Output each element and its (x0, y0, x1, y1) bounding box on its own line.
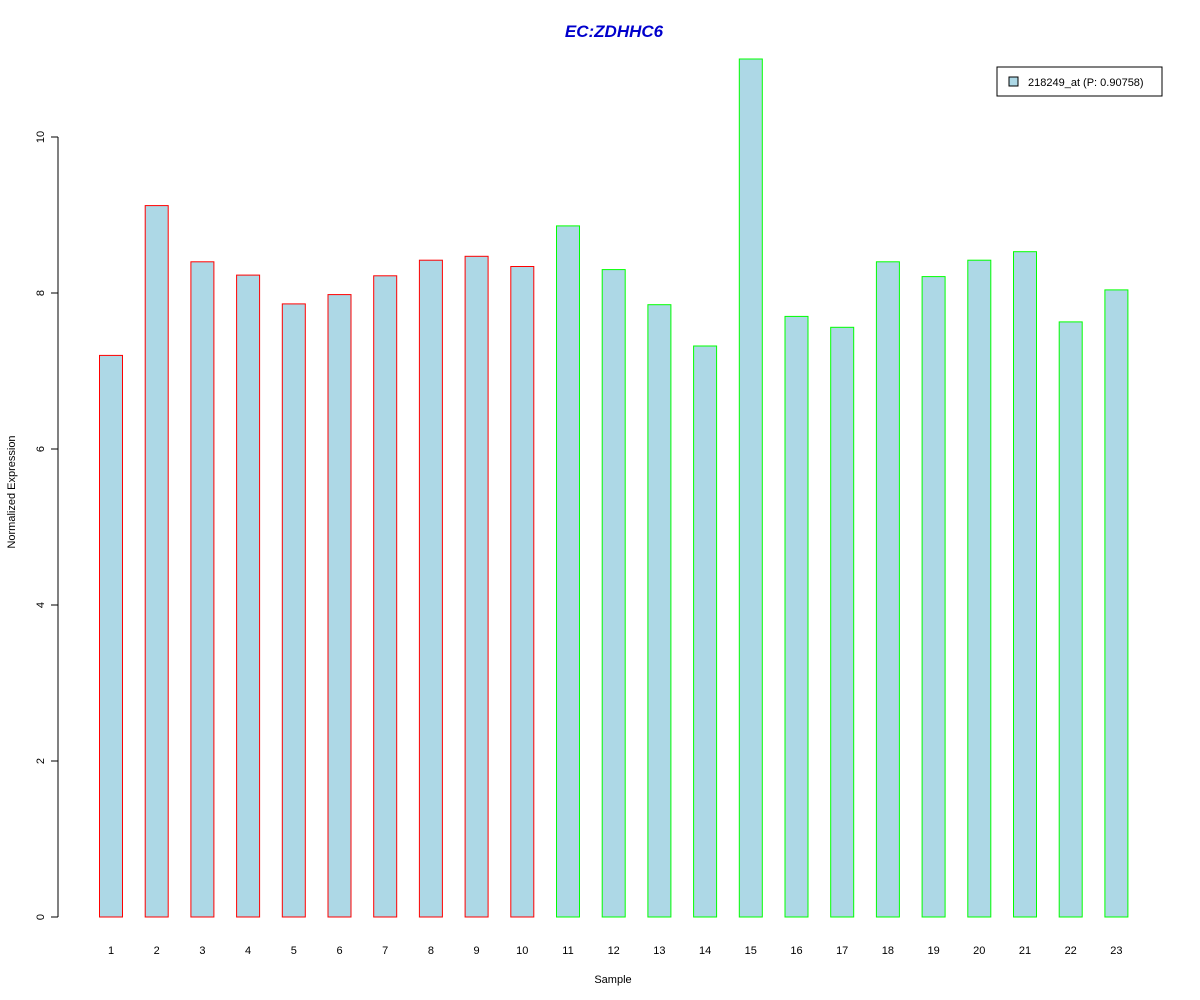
bar-sample-11 (556, 225, 580, 918)
bar-sample-14 (693, 345, 718, 918)
y-axis-label: Normalized Expression (6, 435, 18, 548)
x-tick-label: 7 (382, 945, 388, 957)
x-tick-label: 2 (154, 945, 160, 957)
x-tick-label: 21 (1019, 945, 1031, 957)
bar-sample-22 (1058, 321, 1083, 918)
y-tick-label: 10 (35, 131, 47, 143)
x-tick-label: 6 (336, 945, 342, 957)
bar-sample-18 (875, 261, 900, 918)
x-axis-label: Sample (594, 974, 631, 986)
bar-sample-9 (464, 255, 489, 918)
bar-sample-10 (510, 266, 535, 918)
legend-swatch (1008, 76, 1019, 87)
bar-sample-23 (1104, 289, 1129, 918)
x-tick-label: 17 (836, 945, 848, 957)
x-tick-label: 16 (790, 945, 802, 957)
bar-sample-7 (373, 275, 398, 918)
x-tick-label: 20 (973, 945, 985, 957)
bar-sample-16 (784, 315, 809, 918)
x-tick-label: 8 (428, 945, 434, 957)
y-tick-label: 4 (35, 602, 47, 608)
bar-sample-3 (190, 261, 215, 918)
bar-sample-19 (921, 276, 946, 918)
x-tick-label: 13 (653, 945, 665, 957)
bar-sample-21 (1013, 251, 1037, 918)
legend-label: 218249_at (P: 0.90758) (1028, 77, 1144, 89)
bar-sample-2 (144, 205, 169, 918)
x-tick-label: 22 (1065, 945, 1077, 957)
bar-sample-12 (601, 269, 626, 918)
x-tick-label: 14 (699, 945, 711, 957)
x-tick-label: 23 (1110, 945, 1122, 957)
bar-sample-1 (99, 354, 123, 918)
bar-sample-17 (830, 326, 855, 918)
x-tick-label: 9 (474, 945, 480, 957)
bars (99, 58, 1129, 918)
bar-sample-8 (418, 259, 443, 918)
x-tick-label: 5 (291, 945, 297, 957)
y-axis: 0 2 4 6 8 10 (35, 131, 59, 920)
legend-box (996, 66, 1163, 97)
bar-sample-5 (281, 303, 306, 918)
x-tick-label: 15 (745, 945, 757, 957)
y-tick-label: 0 (35, 914, 47, 920)
x-tick-labels: 1 2 3 4 5 6 7 8 9 10 11 12 13 14 15 16 17 18 19 20 21 22 23 (108, 945, 1123, 957)
x-tick-label: 4 (245, 945, 251, 957)
y-tick-label: 2 (35, 758, 47, 764)
x-tick-label: 12 (608, 945, 620, 957)
chart-title: EC:ZDHHC6 (565, 22, 664, 41)
legend: 218249_at (P: 0.90758) (996, 66, 1163, 97)
bar-sample-13 (647, 304, 672, 918)
x-tick-label: 3 (199, 945, 205, 957)
x-tick-label: 18 (882, 945, 894, 957)
y-tick-label: 8 (35, 290, 47, 296)
bar-sample-4 (236, 274, 261, 918)
bar-sample-15 (738, 58, 763, 918)
bar-sample-20 (967, 259, 992, 918)
x-tick-label: 10 (516, 945, 528, 957)
x-tick-label: 1 (108, 945, 114, 957)
x-tick-label: 19 (927, 945, 939, 957)
y-tick-label: 6 (35, 446, 47, 452)
x-tick-label: 11 (562, 945, 573, 957)
bar-sample-6 (327, 294, 352, 918)
